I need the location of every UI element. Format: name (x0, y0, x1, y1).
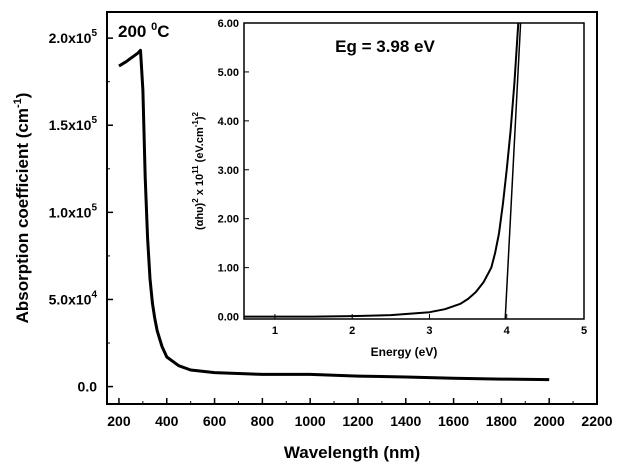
inset-y-label-part-g: ) (194, 116, 206, 120)
inset-y-label-part-f: -1 (191, 120, 200, 128)
main-x-tick-label: 1600 (438, 413, 469, 429)
inset-y-tick-label: 6.00 (218, 18, 239, 30)
main-y-axis-label-close: ) (13, 93, 32, 99)
inset-y-tick-label: 3.00 (218, 165, 239, 177)
main-y-axis-label-text: Absorption coefficient (cm (13, 108, 32, 323)
tauc-curve (244, 22, 520, 318)
inset-y-label-part-e: (eV.cm (194, 127, 206, 165)
main-x-tick-label: 400 (155, 413, 179, 429)
main-plot-frame (106, 11, 598, 405)
inset-y-label-part-c: x 10 (194, 174, 206, 198)
main-x-axis-label: Wavelength (nm) (284, 443, 420, 462)
inset-x-tick-label: 5 (581, 325, 587, 337)
inset-x-tick-label: 4 (504, 325, 511, 337)
main-y-axis-label-exp: -1 (12, 98, 24, 108)
main-x-tick-label: 1400 (390, 413, 421, 429)
temperature-unit: C (157, 22, 169, 41)
main-x-tick-label: 2200 (581, 413, 612, 429)
inset-y-tick-label: 1.00 (218, 263, 239, 275)
inset-x-tick-label: 1 (272, 325, 278, 337)
inset-y-label-part-d: 11 (191, 165, 200, 174)
temperature-value: 200 (118, 22, 151, 41)
main-y-tick-label: 0.0 (78, 379, 98, 395)
inset-y-tick-label: 0.00 (218, 312, 239, 324)
band-gap-label: Eg = 3.98 eV (335, 37, 435, 56)
inset-y-ticks: 0.00 1.00 2.00 3.00 4.00 5.00 6.00 (218, 18, 249, 324)
main-x-tick-label: 200 (107, 413, 131, 429)
main-y-tick-label: 1.5x105 (49, 115, 98, 133)
inset-plot-frame (243, 22, 585, 320)
main-x-tick-label: 800 (251, 413, 275, 429)
main-y-ticks: 0.0 5.0x104 1.0x105 1.5x105 2.0x105 (49, 28, 113, 395)
temperature-degree: 0 (151, 21, 157, 33)
main-x-tick-label: 2000 (534, 413, 565, 429)
inset-y-label-part-b: 2 (191, 198, 200, 203)
main-y-tick-label: 2.0x105 (49, 28, 98, 46)
main-y-tick-label: 1.0x105 (49, 202, 98, 220)
inset-x-tick-label: 2 (349, 325, 355, 337)
inset-x-tick-label: 3 (426, 325, 432, 337)
absorption-curve (118, 48, 550, 382)
inset-y-label-part-h: 2 (191, 111, 200, 116)
inset-y-label-part-a: (αhυ) (194, 202, 206, 230)
inset-y-tick-label: 5.00 (218, 67, 239, 79)
inset-y-tick-label: 2.00 (218, 214, 239, 226)
inset-x-ticks: 1 2 3 4 5 (272, 314, 587, 337)
main-x-ticks: 200 400 600 800 1000 1200 1400 1600 1800 2000 2200 (107, 398, 613, 429)
main-x-tick-label: 1000 (295, 413, 326, 429)
inset-x-axis-label: Energy (eV) (371, 345, 438, 359)
inset-y-axis-label: (αhυ)2 x 1011 (eV.cm-1)2 (191, 111, 206, 230)
main-x-tick-label: 1200 (342, 413, 373, 429)
main-y-axis-label: Absorption coefficient (cm-1) (12, 93, 32, 324)
inset-y-tick-label: 4.00 (218, 116, 239, 128)
tauc-linear-fit (504, 22, 522, 320)
main-x-tick-label: 1800 (486, 413, 517, 429)
temperature-annotation: 200 0C (118, 21, 170, 41)
main-x-tick-label: 600 (203, 413, 227, 429)
main-y-tick-label: 5.0x104 (49, 289, 98, 307)
